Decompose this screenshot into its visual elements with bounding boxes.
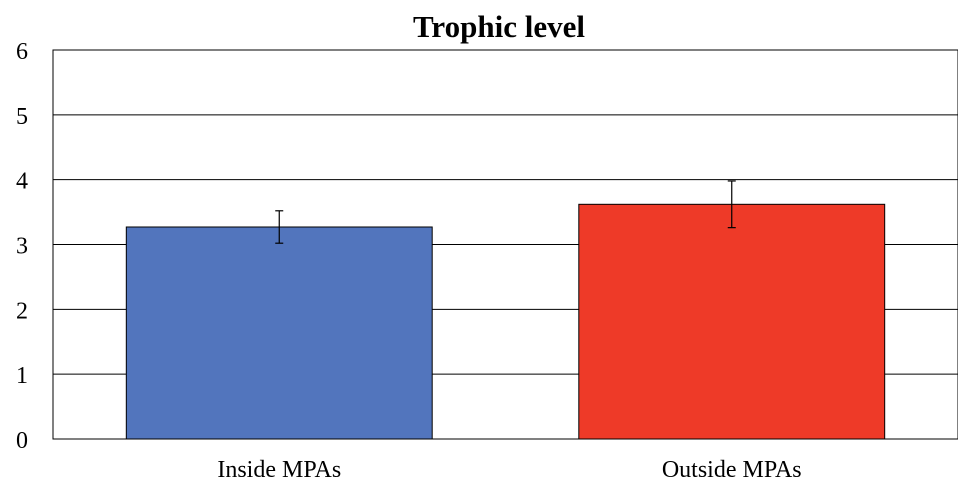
y-tick-label: 6 (16, 39, 28, 65)
y-tick-label: 0 (16, 428, 28, 454)
chart-title: Trophic level (413, 9, 585, 44)
bars (125, 203, 886, 440)
y-tick-label: 4 (16, 169, 28, 195)
y-tick-label: 2 (16, 298, 28, 324)
x-category-label: Inside MPAs (217, 457, 341, 483)
y-tick-label: 3 (16, 234, 28, 260)
bar (125, 226, 433, 440)
error-bars (275, 180, 736, 244)
y-axis-tick-labels: 0 1 2 3 4 5 6 (16, 39, 28, 454)
bar (578, 203, 886, 440)
y-tick-label: 5 (16, 104, 28, 130)
y-tick-label: 1 (16, 363, 28, 389)
plot-area-frame (52, 49, 958, 440)
x-category-label: Outside MPAs (662, 457, 802, 483)
x-axis-category-labels: Inside MPAs Outside MPAs (217, 457, 801, 483)
